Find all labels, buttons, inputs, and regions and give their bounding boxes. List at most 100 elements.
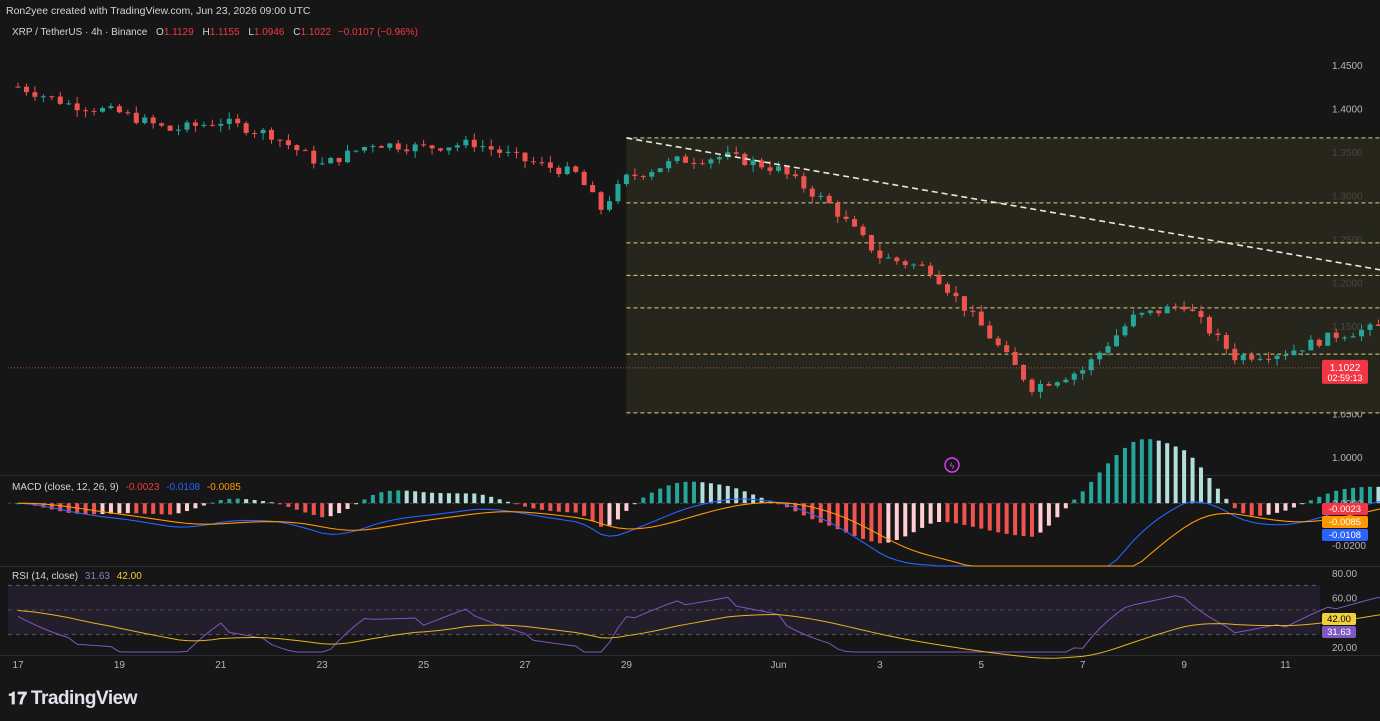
candle-body [539,162,545,164]
macd-histogram-bar [387,490,392,504]
candle-body [40,96,46,98]
macd-histogram-bar [1122,447,1127,504]
candle-body [1240,355,1246,361]
candle-body [649,171,655,177]
candle-body [412,144,418,152]
candle-body [733,152,739,154]
candle-body [1021,364,1027,380]
candle-body [852,219,858,227]
candle-body [100,108,105,112]
candle-body [311,150,317,164]
countdown-value: 02:59:13 [1327,373,1362,383]
candle-body [133,112,139,123]
candle-body [1316,339,1322,346]
macd-histogram-bar [953,503,958,524]
candle-body [885,257,891,259]
macd-price-tag [1322,503,1368,515]
low-label: L [248,27,254,38]
macd-histogram-bar [142,503,147,514]
candle-body [1097,352,1103,360]
candle-body [818,195,824,197]
macd-histogram-bar [877,503,882,544]
candle-body [463,139,469,146]
macd-histogram-bar [987,503,992,531]
macd-histogram-bar [58,503,63,512]
candle-body [1071,373,1077,380]
macd-histogram-bar [531,503,536,509]
trendline [626,137,1380,271]
macd-histogram-bar [1207,478,1212,504]
macd-histogram-bar [734,488,739,504]
macd-price-tag-value: -0.0085 [1329,517,1361,528]
macd-histogram-bar [573,503,578,513]
close-label: C [293,27,301,38]
rsi-value: 31.63 [84,571,110,582]
candle-body [564,166,570,175]
rsi-legend[interactable]: RSI (14, close) 31.63 42.00 [12,571,142,582]
high-label: H [202,27,210,38]
macd-line-value: -0.0108 [166,482,201,493]
candle-body [843,216,849,220]
macd-legend[interactable]: MACD (close, 12, 26, 9) -0.0023 -0.0108 … [12,482,241,493]
macd-histogram-bar [235,498,240,504]
lightning-icon [944,457,960,473]
candle-body [294,145,300,151]
macd-histogram-bar [1351,487,1356,504]
y-tick-label: 1.4000 [1332,104,1363,115]
last-price-value: 1.1022 [1330,363,1361,374]
macd-histogram-bar [1199,467,1203,504]
candle-body [505,151,511,153]
candle-body [666,161,672,169]
x-tick-label: 29 [621,660,633,671]
macd-histogram-bar [1097,472,1102,504]
macd-histogram-bar [683,481,688,504]
macd-signal-value: -0.0085 [206,482,241,493]
change-value: −0.0107 (−0.96%) [337,27,418,38]
macd-histogram-bar [649,492,654,504]
macd-histogram-bar [607,503,612,526]
macd-histogram-bar [556,503,561,512]
candle-body [547,162,553,168]
candle-body [353,150,359,152]
macd-histogram-bar [446,493,451,504]
tradingview-logo-icon: 𝟏𝟕 [8,689,27,708]
macd-histogram-bar [1249,503,1254,516]
macd-histogram-bar [1283,503,1288,511]
candle-body [919,264,925,266]
macd-histogram-bar [523,503,527,507]
rsi-y-tick: 20.00 [1332,643,1357,654]
candle-body [226,118,232,124]
symbol-title[interactable]: XRP / TetherUS · 4h · Binance [12,27,148,38]
candle-body [860,226,866,236]
macd-histogram-bar [159,503,164,515]
candle-body [404,149,410,152]
candle-body [336,157,342,163]
candle-body [1063,379,1069,383]
x-tick-label: 25 [418,660,430,671]
candle-body [243,123,249,133]
pane-separator [0,475,1380,476]
candle-body [192,122,198,126]
candle-body [209,124,215,126]
macd-histogram-bar [1182,450,1187,504]
macd-histogram-bar [227,498,232,504]
candle-body [446,147,452,151]
candle-body [573,166,579,172]
candle-body [514,151,520,153]
candle-body [438,148,443,151]
macd-title: MACD (close, 12, 26, 9) [12,482,119,493]
candle-body [1190,309,1196,312]
candle-body [184,122,190,130]
macd-histogram-bar [1021,503,1026,537]
macd-histogram-bar [1368,486,1372,504]
candle-body [657,168,663,172]
macd-histogram-bar [320,503,325,518]
candle-body [1206,317,1212,334]
candle-body [471,139,477,148]
macd-histogram-bar [979,503,984,529]
candle-body [767,167,773,171]
macd-price-tag-value: -0.0023 [1329,504,1361,515]
macd-histogram-bar [801,503,806,516]
candle-body [1283,355,1288,357]
